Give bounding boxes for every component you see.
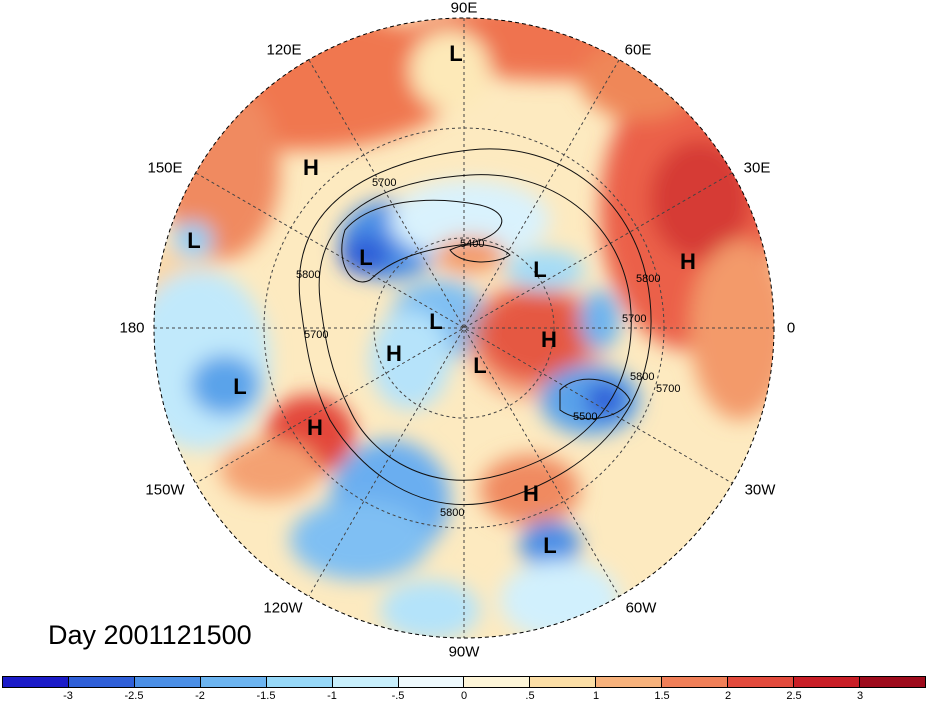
colorbar-tick-label: .5	[525, 690, 535, 702]
colorbar-swatch	[3, 677, 69, 687]
lon-label-120w: 120W	[263, 599, 303, 617]
contour-label: 5800	[630, 371, 654, 383]
colorbar-tick-label: -3	[63, 690, 73, 702]
pressure-center-low: L	[449, 41, 463, 66]
colorbar-swatch	[464, 677, 531, 687]
colorbar-swatch	[134, 677, 201, 687]
height-contours	[298, 148, 652, 505]
lon-label-120e: 120E	[266, 41, 302, 59]
colorbar-tick-label: -2	[195, 690, 205, 702]
pressure-center-high: H	[541, 327, 557, 352]
colorbar-swatch	[68, 677, 135, 687]
anomaly-field	[154, 18, 774, 638]
pressure-center-low: L	[543, 533, 557, 558]
colorbar-tick-label: 1	[592, 690, 600, 702]
contour-label: 5800	[636, 273, 660, 285]
contour-label: 5700	[622, 313, 646, 325]
colorbar-swatch	[200, 677, 267, 687]
colorbar-swatch	[332, 677, 399, 687]
lon-label-60e: 60E	[624, 41, 652, 59]
colorbar-tick-label: 2	[724, 690, 732, 702]
colorbar-swatch	[859, 677, 925, 687]
lon-label-60w: 60W	[625, 599, 657, 617]
lon-label-90w: 90W	[448, 643, 480, 661]
colorbar-labels: -3 -2.5 -2 -1.5 -1 -.5 0 .5 1 1.5 2 2.5 3	[2, 690, 926, 702]
colorbar-swatch	[596, 677, 663, 687]
map-boundary	[153, 17, 775, 639]
colorbar	[2, 676, 926, 688]
colorbar-tick-label: -1	[327, 690, 337, 702]
contour-labels: 5700 5400 5800 5700 5800 5700 5500 5800 …	[296, 177, 680, 519]
pressure-center-low: L	[233, 374, 247, 399]
lon-label-150e: 150E	[147, 159, 183, 177]
colorbar-tick-label: 3	[856, 690, 864, 702]
pressure-center-high: H	[307, 415, 323, 440]
pressure-center-low: L	[429, 309, 443, 334]
colorbar-swatch	[794, 677, 860, 687]
colorbar-swatch	[266, 677, 333, 687]
contour-label: 5700	[304, 329, 328, 341]
colorbar-tick-label: -1.5	[256, 690, 276, 702]
colorbar-tick-label: -2.5	[124, 690, 144, 702]
pressure-center-low: L	[533, 257, 547, 282]
colorbar-swatch	[530, 677, 597, 687]
colorbar-tick-label: -.5	[391, 690, 405, 702]
pressure-center-high: H	[303, 155, 319, 180]
lon-label-180: 180	[119, 319, 145, 337]
colorbar-tick-label: 1.5	[654, 690, 670, 702]
pressure-center-high: H	[523, 481, 539, 506]
lon-label-0: 0	[786, 319, 796, 337]
colorbar-tick-label: 0	[460, 690, 468, 702]
contour-label: 5700	[656, 383, 680, 395]
contour-label: 5500	[573, 411, 597, 423]
colorbar-swatch	[662, 677, 729, 687]
colorbar-swatch	[728, 677, 795, 687]
colorbar-tick-label: 2.5	[786, 690, 802, 702]
map-title: Day 2001121500	[48, 620, 252, 650]
colorbar-swatch	[398, 677, 465, 687]
contour-label: 5700	[372, 177, 396, 189]
pressure-center-low: L	[473, 353, 487, 378]
pressure-center-high: H	[680, 249, 696, 274]
pressure-center-low: L	[187, 228, 201, 253]
lon-label-90e: 90E	[450, 0, 478, 17]
pressure-center-low: H	[386, 341, 402, 366]
contour-label: 5400	[460, 238, 484, 250]
contour-label: 5800	[296, 269, 320, 281]
lon-label-30e: 30E	[743, 159, 771, 177]
graticule	[154, 18, 774, 638]
pressure-center-low: L	[359, 245, 373, 270]
lon-label-30w: 30W	[744, 481, 776, 499]
lon-label-150w: 150W	[145, 481, 185, 499]
contour-label: 5800	[440, 507, 464, 519]
